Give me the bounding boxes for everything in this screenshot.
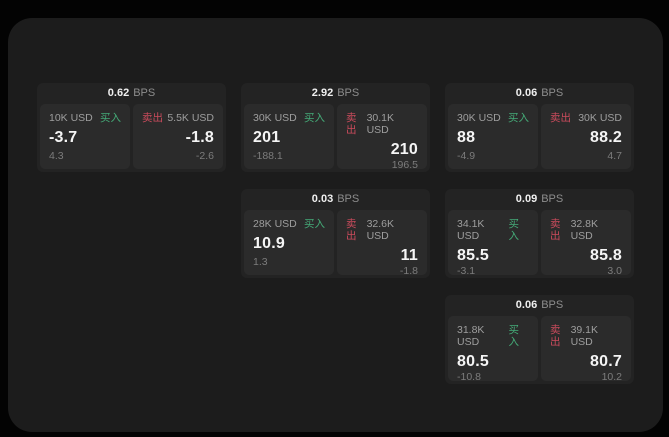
sell-price: 11 xyxy=(400,247,418,264)
bps-value: 0.62 xyxy=(107,87,130,99)
buy-notional: 28K USD xyxy=(253,218,297,230)
sell-label: 卖出 xyxy=(346,112,357,136)
bps-header: 0.62 BPS xyxy=(37,83,226,104)
sell-quote-tile[interactable]: 卖出 32.8K USD 85.8 3.0 xyxy=(541,210,631,277)
sell-notional: 39.1K USD xyxy=(570,324,599,348)
bps-header: 2.92 BPS xyxy=(241,83,430,104)
buy-quote-tile[interactable]: 10K USD 买入 -3.7 4.3 xyxy=(40,104,130,169)
sell-delta: 3.0 xyxy=(607,265,622,277)
sell-delta: -2.6 xyxy=(195,150,214,162)
sell-price: 85.8 xyxy=(590,247,622,264)
buy-price: 201 xyxy=(253,129,281,146)
buy-delta: -188.1 xyxy=(253,150,283,162)
sell-label: 卖出 xyxy=(346,218,357,242)
sell-quote-tile[interactable]: 卖出 30K USD 88.2 4.7 xyxy=(541,104,631,169)
sell-quote-tile[interactable]: 卖出 5.5K USD -1.8 -2.6 xyxy=(133,104,223,169)
bps-header: 0.06 BPS xyxy=(445,83,634,104)
quote-card: 0.09 BPS 34.1K USD 买入 85.5 -3.1 卖出 32.8K… xyxy=(445,189,634,278)
bps-unit: BPS xyxy=(337,193,360,205)
bps-unit: BPS xyxy=(541,299,564,311)
quote-card: 0.03 BPS 28K USD 买入 10.9 1.3 卖出 32.6K US… xyxy=(241,189,430,278)
quote-card: 0.06 BPS 30K USD 买入 88 -4.9 卖出 30K USD 8… xyxy=(445,83,634,172)
buy-quote-tile[interactable]: 30K USD 买入 201 -188.1 xyxy=(244,104,334,169)
buy-label: 买入 xyxy=(508,112,529,124)
bps-value: 0.06 xyxy=(515,299,538,311)
buy-label: 买入 xyxy=(304,218,325,230)
sell-notional: 32.6K USD xyxy=(366,218,395,242)
quote-card: 0.06 BPS 31.8K USD 买入 80.5 -10.8 卖出 39.1… xyxy=(445,295,634,384)
sell-notional: 32.8K USD xyxy=(570,218,599,242)
sell-notional: 30K USD xyxy=(578,112,622,124)
bps-value: 0.06 xyxy=(515,87,538,99)
buy-quote-tile[interactable]: 31.8K USD 买入 80.5 -10.8 xyxy=(448,316,538,383)
sell-notional: 30.1K USD xyxy=(366,112,395,136)
sell-delta: 4.7 xyxy=(607,150,622,162)
bps-header: 0.03 BPS xyxy=(241,189,430,210)
buy-price: 85.5 xyxy=(457,247,489,264)
sell-delta: 196.5 xyxy=(391,159,418,171)
buy-price: -3.7 xyxy=(49,129,78,146)
bps-header: 0.09 BPS xyxy=(445,189,634,210)
buy-notional: 34.1K USD xyxy=(457,218,485,242)
bps-header: 0.06 BPS xyxy=(445,295,634,316)
buy-notional: 31.8K USD xyxy=(457,324,485,348)
buy-delta: 1.3 xyxy=(253,256,268,268)
bps-unit: BPS xyxy=(541,87,564,99)
buy-quote-tile[interactable]: 34.1K USD 买入 85.5 -3.1 xyxy=(448,210,538,277)
buy-quote-tile[interactable]: 30K USD 买入 88 -4.9 xyxy=(448,104,538,169)
buy-label: 买入 xyxy=(100,112,121,124)
quotes-panel: 0.62 BPS 10K USD 买入 -3.7 4.3 卖出 5.5K USD… xyxy=(8,18,663,432)
sell-delta: -1.8 xyxy=(399,265,418,277)
buy-price: 10.9 xyxy=(253,235,285,252)
sell-quote-tile[interactable]: 卖出 39.1K USD 80.7 10.2 xyxy=(541,316,631,383)
buy-notional: 30K USD xyxy=(253,112,297,124)
buy-delta: -10.8 xyxy=(457,371,481,383)
sell-delta: 10.2 xyxy=(601,371,622,383)
bps-value: 0.03 xyxy=(311,193,334,205)
sell-quote-tile[interactable]: 卖出 30.1K USD 210 196.5 xyxy=(337,104,427,171)
bps-unit: BPS xyxy=(541,193,564,205)
sell-price: -1.8 xyxy=(185,129,214,146)
sell-label: 卖出 xyxy=(550,218,561,242)
bps-unit: BPS xyxy=(337,87,360,99)
buy-quote-tile[interactable]: 28K USD 买入 10.9 1.3 xyxy=(244,210,334,275)
bps-unit: BPS xyxy=(133,87,156,99)
buy-notional: 30K USD xyxy=(457,112,501,124)
quote-card: 2.92 BPS 30K USD 买入 201 -188.1 卖出 30.1K … xyxy=(241,83,430,172)
buy-label: 买入 xyxy=(508,324,519,348)
buy-price: 80.5 xyxy=(457,353,489,370)
sell-price: 80.7 xyxy=(590,353,622,370)
buy-delta: -3.1 xyxy=(457,265,476,277)
buy-delta: -4.9 xyxy=(457,150,476,162)
sell-notional: 5.5K USD xyxy=(167,112,214,124)
sell-label: 卖出 xyxy=(550,324,561,348)
sell-price: 210 xyxy=(390,141,418,158)
sell-label: 卖出 xyxy=(142,112,163,124)
buy-delta: 4.3 xyxy=(49,150,64,162)
buy-label: 买入 xyxy=(508,218,519,242)
buy-price: 88 xyxy=(457,129,476,146)
sell-label: 卖出 xyxy=(550,112,571,124)
bps-value: 0.09 xyxy=(515,193,538,205)
quote-card: 0.62 BPS 10K USD 买入 -3.7 4.3 卖出 5.5K USD… xyxy=(37,83,226,172)
buy-notional: 10K USD xyxy=(49,112,93,124)
bps-value: 2.92 xyxy=(311,87,334,99)
sell-quote-tile[interactable]: 卖出 32.6K USD 11 -1.8 xyxy=(337,210,427,277)
sell-price: 88.2 xyxy=(590,129,622,146)
buy-label: 买入 xyxy=(304,112,325,124)
